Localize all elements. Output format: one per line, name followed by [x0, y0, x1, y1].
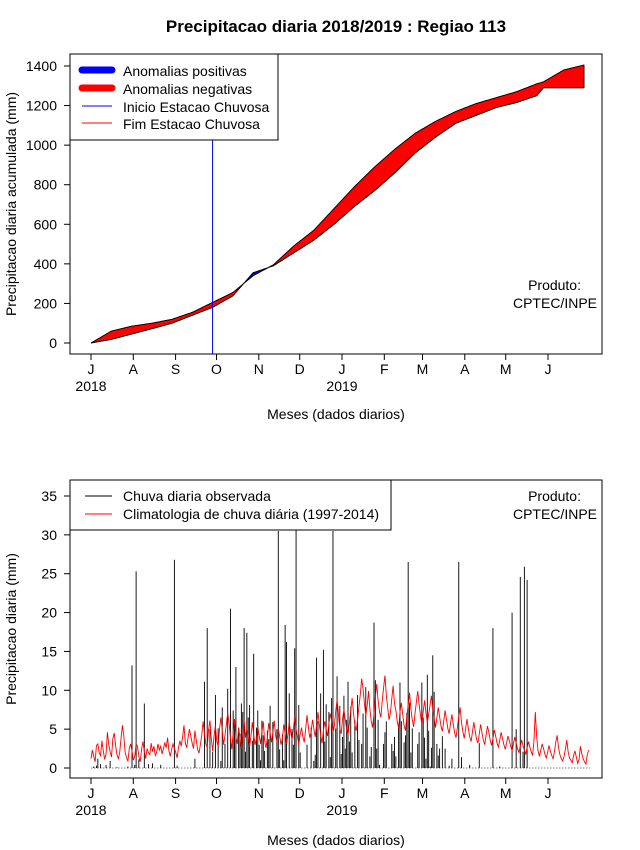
legend-end-label: Fim Estacao Chuvosa	[123, 116, 260, 132]
y-tick-label: 400	[34, 256, 58, 272]
y-tick-label: 0	[49, 335, 57, 351]
x-tick-label: M	[417, 361, 429, 377]
x-tick-label: S	[171, 361, 180, 377]
legend-climatology-label: Climatologia de chuva diária (1997-2014)	[123, 506, 379, 522]
year-label: 2019	[326, 802, 357, 818]
y-axis-top: 0 200 400 600 800 1000 1200 1400	[26, 58, 71, 351]
year-label: 2019	[326, 378, 357, 394]
x-tick-label: A	[129, 361, 139, 377]
x-tick-label: F	[380, 361, 389, 377]
y-tick-label: 600	[34, 216, 58, 232]
product-label-top: Produto:	[528, 277, 581, 293]
product-source-bottom: CPTEC/INPE	[513, 506, 597, 522]
legend-top: Anomalias positivas Anomalias negativas …	[69, 53, 279, 141]
x-tick-label: J	[339, 785, 346, 801]
y-axis-bottom: 0 5 10 15 20 25 30 35	[41, 488, 71, 776]
climatology-accumulated-line	[90, 64, 585, 344]
y-tick-label: 1400	[26, 58, 57, 74]
x-tick-label: S	[171, 785, 180, 801]
observed-accumulated-line	[90, 87, 584, 344]
x-tick-label: D	[295, 361, 305, 377]
x-tick-label: F	[380, 785, 389, 801]
x-tick-label: D	[295, 785, 305, 801]
y-tick-label: 30	[41, 527, 57, 543]
figure-title: Precipitacao diaria 2018/2019 : Regiao 1…	[166, 17, 506, 36]
x-tick-label: N	[254, 785, 264, 801]
accumulated-lines	[90, 64, 585, 344]
x-tick-label: M	[417, 785, 429, 801]
legend-start-label: Inicio Estacao Chuvosa	[123, 99, 270, 115]
x-tick-label: O	[211, 361, 222, 377]
legend-bottom: Chuva diaria observada Climatologia de c…	[69, 479, 392, 531]
x-tick-label: J	[545, 785, 552, 801]
legend-positive-label: Anomalias positivas	[123, 63, 247, 79]
legend-negative-label: Anomalias negativas	[123, 81, 252, 97]
y-tick-label: 20	[41, 605, 57, 621]
x-tick-label: J	[545, 361, 552, 377]
y-tick-label: 800	[34, 177, 58, 193]
year-label: 2018	[75, 378, 106, 394]
legend-box-bottom	[69, 479, 392, 531]
x-tick-label: M	[500, 785, 512, 801]
product-source-top: CPTEC/INPE	[513, 295, 597, 311]
y-tick-label: 1200	[26, 98, 57, 114]
y-tick-label: 10	[41, 682, 57, 698]
x-tick-label: J	[88, 361, 95, 377]
y-tick-label: 25	[41, 566, 57, 582]
y-axis-label-bottom: Precipitacao diaria (mm)	[3, 553, 19, 705]
y-tick-label: 1000	[26, 137, 57, 153]
y-axis-label-top: Precipitacao diaria acumulada (mm)	[3, 92, 19, 316]
climatology-line	[90, 675, 590, 766]
product-label-bottom: Produto:	[528, 488, 581, 504]
x-axis-label-bottom: Meses (dados diarios)	[267, 832, 405, 848]
x-tick-label: J	[339, 361, 346, 377]
y-tick-label: 200	[34, 295, 58, 311]
x-axis-label-top: Meses (dados diarios)	[267, 406, 405, 422]
y-tick-label: 0	[49, 760, 57, 776]
x-tick-label: M	[500, 361, 512, 377]
x-tick-label: J	[88, 785, 95, 801]
x-tick-label: N	[254, 361, 264, 377]
year-label: 2018	[75, 802, 106, 818]
y-tick-label: 15	[41, 643, 57, 659]
x-tick-label: A	[129, 785, 139, 801]
x-tick-label: A	[460, 785, 470, 801]
y-tick-label: 5	[49, 721, 57, 737]
negative-anomaly-band	[92, 282, 244, 344]
x-tick-label: O	[211, 785, 222, 801]
y-tick-label: 35	[41, 488, 57, 504]
x-tick-label: A	[460, 361, 470, 377]
legend-observed-label: Chuva diaria observada	[123, 488, 271, 504]
